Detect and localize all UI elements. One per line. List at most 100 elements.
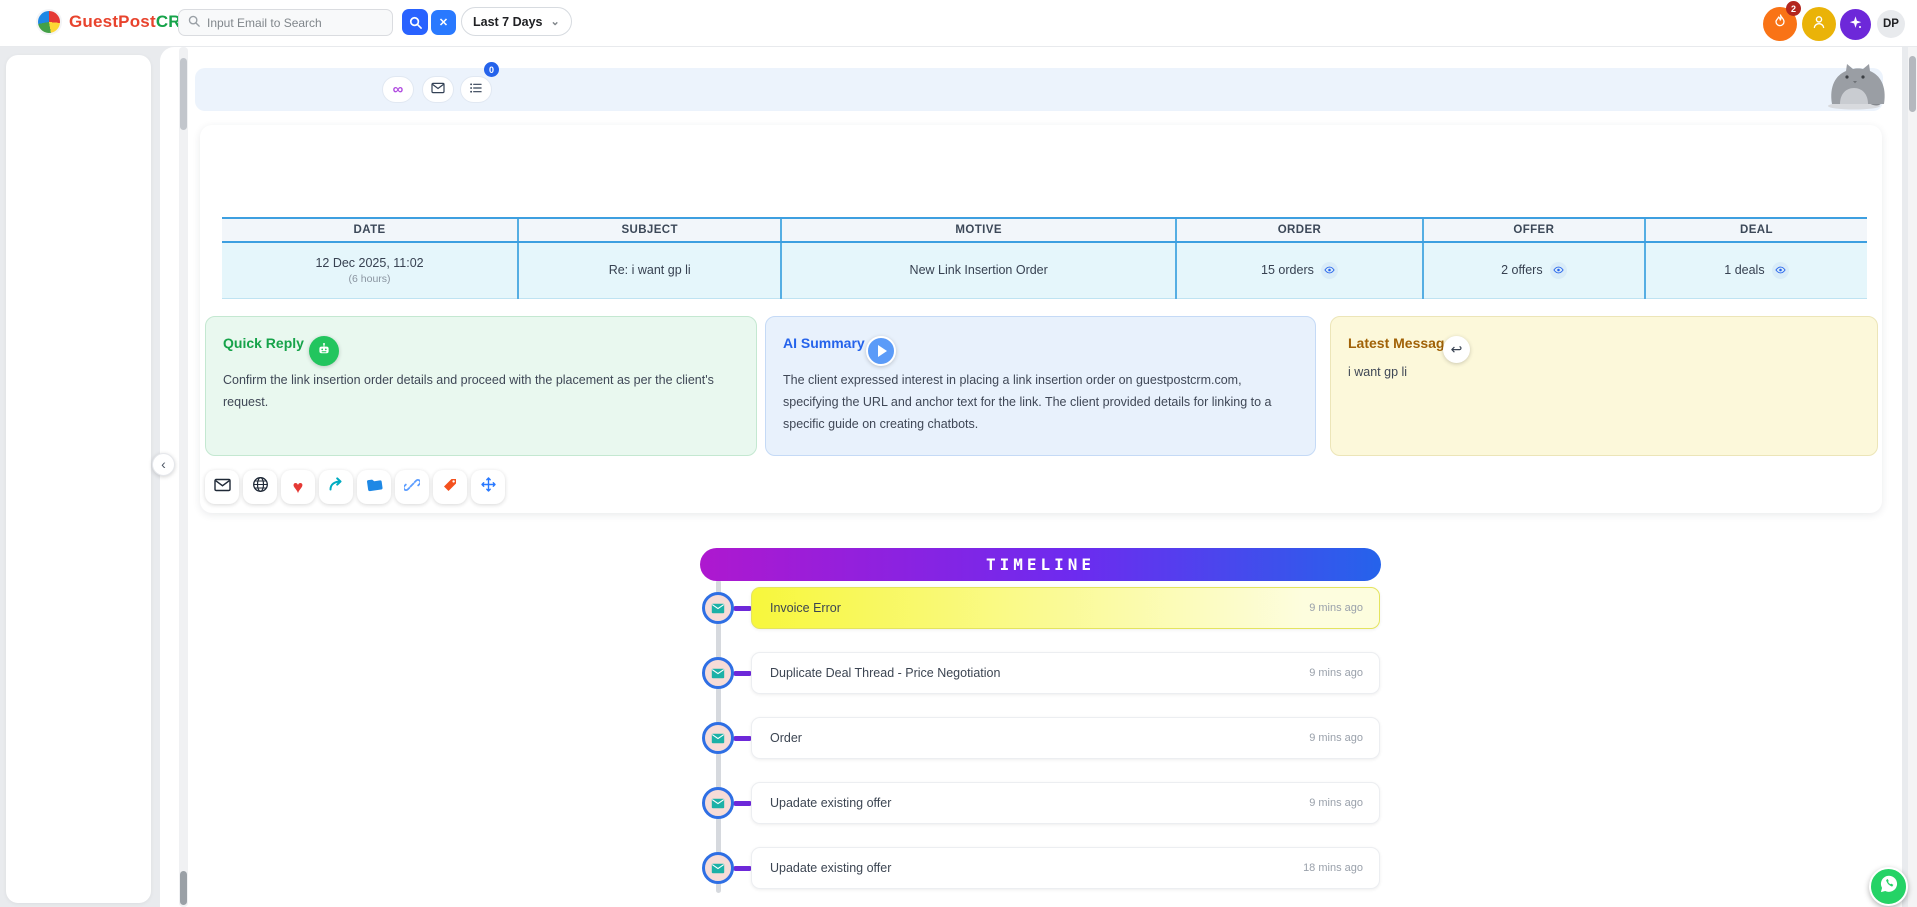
timeline-title: TIMELINE — [985, 555, 1096, 574]
infinity-link-icon: ∞ — [392, 81, 404, 98]
reply-button[interactable]: ↩ — [1443, 336, 1470, 363]
clear-search-button[interactable]: ✕ — [431, 10, 456, 35]
close-icon: ✕ — [438, 17, 449, 29]
timeline-entry-title: Order — [770, 731, 802, 745]
list-icon — [469, 81, 483, 99]
view-deals-button[interactable] — [1771, 261, 1789, 279]
page-scrollbar-thumb[interactable] — [1909, 56, 1916, 112]
page-scrollbar-track[interactable] — [1908, 47, 1917, 907]
quick-reply-card: Quick Reply Confirm the link insertion o… — [205, 316, 757, 456]
forward-button[interactable] — [319, 470, 353, 504]
topbar: GuestPostCRM Input Email to Search ✕ Las… — [0, 0, 1917, 47]
timeline-entry[interactable]: Upadate existing offer 18 mins ago — [751, 847, 1380, 889]
col-date: DATE — [222, 217, 519, 243]
notes-folder-button[interactable] — [357, 470, 391, 504]
search-icon — [188, 14, 200, 32]
cell-deal: 1 deals — [1643, 242, 1867, 299]
cell-subject: Re: i want gp li — [517, 242, 782, 299]
email-filter-button[interactable] — [422, 76, 454, 103]
chevron-down-icon: ⌄ — [550, 16, 560, 28]
logo-pie-icon — [36, 9, 62, 35]
sidebar-collapse-button[interactable]: ‹ — [152, 453, 175, 476]
offer-count: 2 offers — [1501, 263, 1543, 278]
timeline-entry[interactable]: Duplicate Deal Thread - Price Negotiatio… — [751, 652, 1380, 694]
ai-summary-play-button[interactable] — [866, 336, 896, 366]
ai-summary-title: AI Summary — [783, 335, 865, 351]
cat-image — [1820, 60, 1888, 115]
timeline-connector — [733, 606, 752, 611]
website-button[interactable] — [243, 470, 277, 504]
play-icon — [878, 345, 887, 357]
move-drag-button[interactable] — [471, 470, 505, 504]
compose-email-button[interactable] — [205, 470, 239, 504]
envelope-icon — [213, 478, 231, 497]
timeline-entry[interactable]: Invoice Error 9 mins ago — [751, 587, 1380, 629]
timeline-connector — [733, 866, 752, 871]
date-range-label: Last 7 Days — [473, 14, 543, 29]
cell-date: 12 Dec 2025, 11:02 (6 hours) — [222, 242, 519, 299]
app-logo[interactable]: GuestPostCRM — [36, 9, 195, 35]
quick-reply-body: Confirm the link insertion order details… — [223, 373, 714, 409]
ai-summary-body: The client expressed interest in placing… — [783, 373, 1272, 431]
task-count-badge: 0 — [484, 62, 499, 77]
sidebar — [6, 55, 151, 903]
redo-arrow-icon — [328, 477, 344, 497]
sparkle-icon — [1848, 15, 1863, 35]
chevron-left-icon: ‹ — [161, 455, 166, 472]
timeline-entry[interactable]: Order 9 mins ago — [751, 717, 1380, 759]
inner-scrollbar-thumb-bottom[interactable] — [180, 871, 187, 905]
profile-button[interactable] — [1802, 7, 1836, 41]
latest-message-card: Latest Message ↩ i want gp li — [1330, 316, 1878, 456]
timeline-entry-title: Duplicate Deal Thread - Price Negotiatio… — [770, 666, 1001, 680]
timeline-node-email-icon — [702, 787, 734, 819]
view-orders-button[interactable] — [1320, 261, 1338, 279]
timeline-node-email-icon — [702, 852, 734, 884]
quick-reply-bot-button[interactable] — [309, 336, 339, 366]
timeline-entry[interactable]: Upadate existing offer 9 mins ago — [751, 782, 1380, 824]
search-placeholder: Input Email to Search — [207, 15, 322, 30]
heart-icon: ♥ — [292, 477, 304, 497]
timeline-entry-time: 9 mins ago — [1309, 797, 1363, 809]
favourite-button[interactable]: ♥ — [281, 470, 315, 504]
whatsapp-float-button[interactable] — [1869, 867, 1908, 906]
tag-button[interactable] — [433, 470, 467, 504]
col-offer: OFFER — [1421, 217, 1645, 243]
timeline-node-email-icon — [702, 657, 734, 689]
inner-scrollbar-thumb[interactable] — [180, 58, 187, 130]
cell-offer: 2 offers — [1421, 242, 1645, 299]
task-list-button[interactable] — [460, 76, 492, 103]
ai-assistant-button[interactable] — [1840, 9, 1871, 40]
latest-message-title: Latest Message — [1348, 335, 1453, 351]
logo-text: GuestPostCRM — [69, 12, 195, 32]
timeline-entry-title: Upadate existing offer — [770, 796, 892, 810]
timeline-node-email-icon — [702, 592, 734, 624]
envelope-icon — [431, 81, 445, 99]
quick-reply-title: Quick Reply — [223, 335, 304, 351]
timeline-node-email-icon — [702, 722, 734, 754]
inner-scrollbar-track[interactable] — [179, 47, 188, 907]
search-input[interactable]: Input Email to Search — [178, 9, 393, 36]
link-chain-icon — [402, 477, 422, 498]
timeline-connector — [733, 801, 752, 806]
timeline-connector — [733, 671, 752, 676]
table-header-row: DATE SUBJECT MOTIVE ORDER OFFER DEAL — [222, 217, 1867, 243]
view-offers-button[interactable] — [1549, 261, 1567, 279]
move-arrows-icon — [480, 476, 497, 498]
notification-count-badge: 2 — [1786, 1, 1801, 16]
user-avatar[interactable]: DP — [1877, 10, 1905, 38]
timeline-entry-time: 18 mins ago — [1303, 862, 1363, 874]
link-filter-button[interactable]: ∞ — [382, 76, 414, 103]
summary-table: DATE SUBJECT MOTIVE ORDER OFFER DEAL 12 … — [222, 217, 1867, 299]
copy-link-button[interactable] — [395, 470, 429, 504]
timeline-entry-title: Upadate existing offer — [770, 861, 892, 875]
search-button[interactable] — [402, 9, 428, 35]
ai-summary-card: AI Summary The client expressed interest… — [765, 316, 1316, 456]
deal-count: 1 deals — [1724, 263, 1765, 278]
date-ago: (6 hours) — [348, 272, 391, 285]
date-value: 12 Dec 2025, 11:02 — [315, 255, 424, 270]
cell-motive: New Link Insertion Order — [780, 242, 1177, 299]
date-range-selector[interactable]: Last 7 Days ⌄ — [461, 7, 572, 36]
timeline-header: TIMELINE — [700, 548, 1381, 581]
timeline-entry-title: Invoice Error — [770, 601, 841, 615]
